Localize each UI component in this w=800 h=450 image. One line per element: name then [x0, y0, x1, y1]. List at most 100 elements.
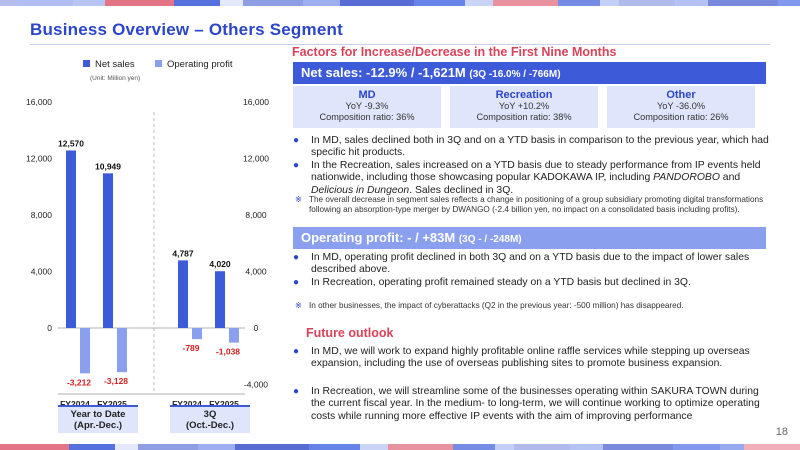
- stripe-segment: [174, 0, 220, 6]
- op-bullet-md-text: In MD, operating profit declined in both…: [311, 252, 750, 276]
- op-note: ※ In other businesses, the impact of cyb…: [295, 301, 775, 311]
- op-profit-banner: Operating profit: - / +83M (3Q - / -248M…: [293, 227, 766, 249]
- op-profit-banner-main: Operating profit: - / +83M: [301, 230, 456, 245]
- right-axis-tick-label: 8,000: [245, 210, 267, 220]
- stripe-segment: [495, 444, 514, 450]
- stripe-segment: [675, 0, 708, 6]
- operating-profit-bar: [80, 328, 90, 374]
- right-axis-tick-label: 12,000: [243, 154, 269, 164]
- stripe-segment: [235, 444, 309, 450]
- outlook-bullet-md: ● In MD, we will work to expand highly p…: [293, 346, 773, 371]
- category-label: FY2024: [172, 399, 202, 409]
- title-divider: [30, 44, 770, 45]
- legend-swatch-operating-profit: [155, 60, 162, 67]
- stripe-segment: [465, 0, 493, 6]
- stripe-segment: [360, 444, 388, 450]
- sales-note: ※ The overall decrease in segment sales …: [295, 195, 775, 215]
- sales-bullet-rec-and: and: [719, 172, 741, 184]
- net-sales-banner-3q: (3Q -16.0% / -766M): [469, 69, 561, 80]
- chart-unit-note: (Unit: Million yen): [90, 75, 140, 82]
- net-sales-banner-main: Net sales: -12.9% / -1,621M: [301, 65, 466, 80]
- net-sales-data-label: 4,787: [172, 248, 194, 258]
- stripe-segment: [778, 0, 800, 6]
- period-label-3q-line1: 3Q: [203, 409, 217, 420]
- net-sales-data-label: 4,020: [209, 259, 231, 269]
- outlook-bullet-rec-text: In Recreation, we will streamline some o…: [311, 386, 760, 422]
- net-sales-bar: [66, 150, 76, 328]
- outlook-bullet-recreation: ● In Recreation, we will streamline some…: [293, 386, 773, 423]
- category-label: FY2025: [97, 399, 127, 409]
- sales-bullet-md: ● In MD, sales declined both in 3Q and o…: [293, 135, 773, 160]
- top-decor-stripe: [0, 0, 800, 6]
- note-mark: ※: [295, 195, 302, 204]
- stripe-segment: [744, 444, 800, 450]
- left-axis-tick-label: 16,000: [26, 97, 52, 107]
- period-label-3q: 3Q (Oct.-Dec.): [170, 405, 250, 433]
- stripe-segment: [514, 444, 570, 450]
- stripe-segment: [198, 444, 235, 450]
- sales-profit-chart: Net sales Operating profit (Unit: Million …: [26, 59, 269, 409]
- md-box-yoy: YoY -9.3%: [345, 101, 389, 111]
- net-sales-data-label: 12,570: [58, 138, 84, 148]
- sales-bullet-rec-ip1: PANDOROBO: [653, 172, 720, 184]
- recreation-box-yoy: YoY +10.2%: [498, 101, 550, 111]
- right-axis-tick-label: 4,000: [245, 267, 267, 277]
- factors-heading: Factors for Increase/Decrease in the Fir…: [292, 45, 617, 59]
- md-box-title: MD: [358, 89, 376, 101]
- md-box: MD YoY -9.3% Composition ratio: 36%: [293, 86, 441, 128]
- left-axis-tick-label: 4,000: [31, 267, 53, 277]
- net-sales-banner: Net sales: -12.9% / -1,621M (3Q -16.0% /…: [293, 62, 766, 84]
- stripe-segment: [708, 0, 778, 6]
- operating-profit-bar: [192, 328, 202, 340]
- stripe-segment: [388, 444, 453, 450]
- period-label-ytd: Year to Date (Apr.-Dec.): [58, 405, 138, 433]
- bullet-dot: ●: [293, 135, 300, 146]
- legend-label-net-sales: Net sales: [95, 59, 135, 70]
- sales-bullet-recreation: ● In the Recreation, sales increased on …: [293, 160, 773, 197]
- stripe-segment: [243, 0, 303, 6]
- legend-swatch-net-sales: [83, 60, 90, 67]
- net-sales-bar: [178, 260, 188, 328]
- bullet-dot: ●: [293, 160, 300, 171]
- bullet-dot: ●: [293, 386, 300, 397]
- left-axis-tick-label: 8,000: [31, 210, 53, 220]
- operating-profit-data-label: -3,212: [67, 377, 91, 387]
- outlook-heading: Future outlook: [306, 326, 394, 340]
- stripe-segment: [220, 0, 243, 6]
- other-box-yoy: YoY -36.0%: [656, 101, 706, 111]
- op-bullet-rec-text: In Recreation, operating profit remained…: [311, 277, 691, 288]
- stripe-segment: [600, 0, 619, 6]
- stripe-segment: [619, 0, 675, 6]
- period-label-ytd-line1: Year to Date: [70, 409, 126, 420]
- sales-bullet-md-text: In MD, sales declined both in 3Q and on …: [311, 135, 769, 159]
- right-axis-tick-label: 0: [254, 323, 259, 333]
- stripe-segment: [493, 0, 558, 6]
- page-number: 18: [775, 426, 788, 438]
- legend-label-operating-profit: Operating profit: [167, 59, 233, 70]
- left-axis-tick-label: 0: [47, 323, 52, 333]
- stripe-segment: [138, 444, 198, 450]
- recreation-box-title: Recreation: [495, 89, 553, 101]
- sales-bullet-rec-text: In the Recreation, sales increased on a …: [311, 160, 761, 184]
- operating-profit-data-label: -1,038: [216, 347, 240, 357]
- sales-note-text: The overall decrease in segment sales re…: [309, 195, 764, 214]
- sales-bullet-rec-ip2: Delicious in Dungeon: [311, 184, 410, 196]
- net-sales-bar: [215, 271, 225, 328]
- stripe-segment: [340, 0, 414, 6]
- stripe-segment: [603, 444, 673, 450]
- op-note-text: In other businesses, the impact of cyber…: [309, 301, 684, 310]
- recreation-box-ratio: Composition ratio: 38%: [476, 112, 572, 122]
- operating-profit-bar: [117, 328, 127, 373]
- other-box-ratio: Composition ratio: 26%: [633, 112, 729, 122]
- op-bullet-md: ● In MD, operating profit declined in bo…: [293, 252, 773, 277]
- stripe-segment: [414, 0, 465, 6]
- note-mark: ※: [295, 301, 302, 310]
- stripe-segment: [303, 0, 340, 6]
- md-box-ratio: Composition ratio: 36%: [319, 112, 415, 122]
- bullet-dot: ●: [293, 277, 300, 288]
- operating-profit-data-label: -3,128: [104, 376, 128, 386]
- stripe-segment: [453, 444, 495, 450]
- stripe-segment: [73, 0, 105, 6]
- category-label: FY2024: [60, 399, 90, 409]
- stripe-segment: [309, 444, 360, 450]
